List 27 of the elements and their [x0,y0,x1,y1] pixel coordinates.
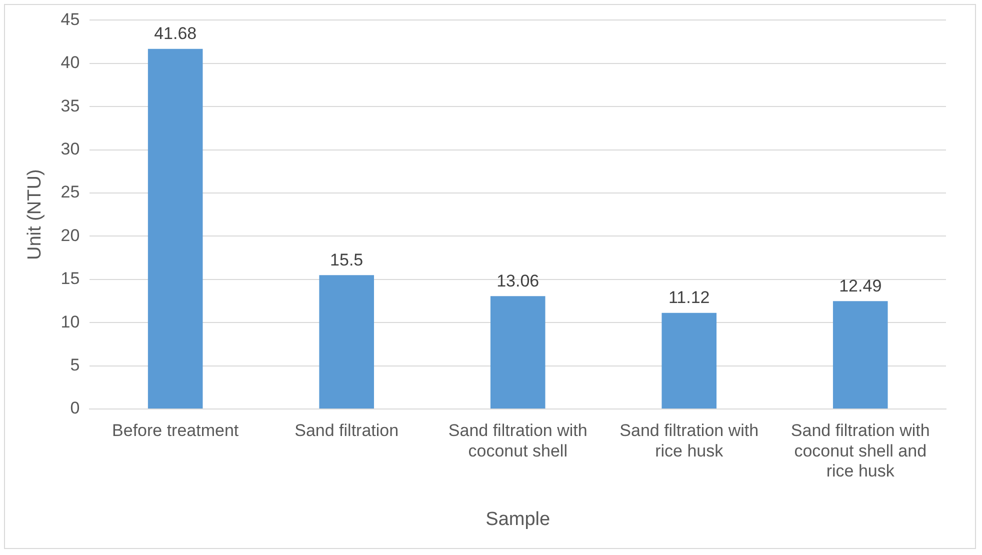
y-tick-label: 15 [60,269,80,288]
y-tick-label: 20 [60,226,80,245]
bar [319,275,374,408]
y-tick-label: 45 [60,10,80,29]
data-label: 13.06 [496,271,540,290]
y-tick-label: 0 [70,398,80,418]
y-tick-label: 40 [60,53,80,72]
bar [148,48,203,408]
y-tick-label: 35 [60,96,80,116]
data-label: 11.12 [668,288,710,308]
y-tick-label: 30 [60,139,80,158]
data-label: 15.5 [330,250,364,270]
y-axis-title: Unit (NTU) [24,169,46,260]
bar [490,296,546,408]
data-label: 41.68 [154,24,197,44]
x-tick-label: Before treatment [112,420,239,440]
x-tick-label: Sand filtration with coconut shell [448,420,588,460]
x-tick-label: Sand filtration with coconut shell and rice husk [790,420,930,481]
bar [832,301,888,408]
y-tick-label: 10 [60,312,80,332]
y-tick-label: 25 [60,182,80,202]
data-label: 12.49 [839,276,882,296]
y-tick-label: 5 [70,355,80,374]
bar [662,312,717,408]
x-tick-label: Sand filtration with rice husk [620,420,759,460]
x-axis-title: Sample [486,508,550,530]
x-tick-label: Sand filtration [294,420,399,440]
